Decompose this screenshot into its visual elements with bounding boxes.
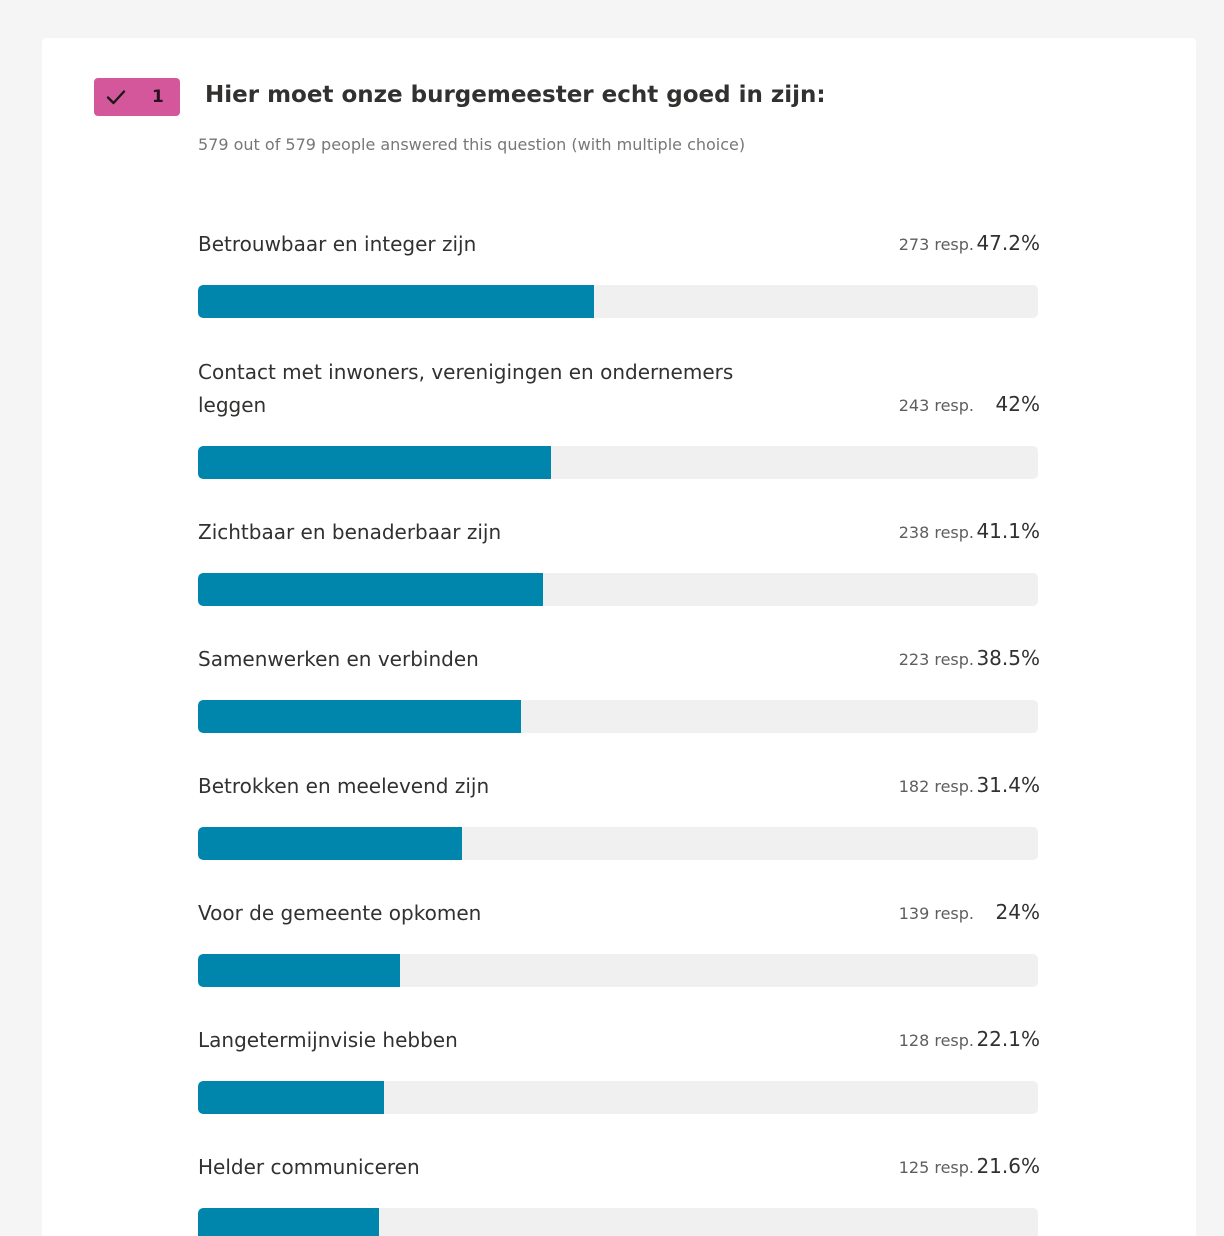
option-response-count: 238 resp.: [898, 523, 974, 542]
option-label: Langetermijnvisie hebben: [198, 1028, 458, 1052]
option-bar-fill: [198, 700, 522, 733]
option-percentage: 31.4%: [976, 773, 1040, 797]
option-response-count: 128 resp.: [898, 1031, 974, 1050]
option-stats: 128 resp. 22.1%: [899, 1023, 1040, 1057]
option-bar-track: [198, 700, 1038, 733]
option-bar-fill: [198, 573, 544, 606]
option-label: Betrouwbaar en integer zijn: [198, 232, 477, 256]
option-row: Betrouwbaar en integer zijn 273 resp. 47.2…: [198, 228, 1040, 318]
option-header: Zichtbaar en benaderbaar zijn 238 resp. 41…: [198, 516, 1040, 549]
option-stats: 238 resp. 41.1%: [899, 515, 1040, 549]
option-label: Voor de gemeente opkomen: [198, 901, 482, 925]
option-bar-track: [198, 954, 1038, 987]
option-label: Contact met inwoners, verenigingen en on…: [198, 360, 734, 417]
checkmark-icon: [104, 85, 128, 109]
option-response-count: 223 resp.: [898, 650, 974, 669]
option-percentage: 24%: [995, 900, 1040, 924]
option-percentage: 38.5%: [976, 646, 1040, 670]
option-header: Betrouwbaar en integer zijn 273 resp. 47.2…: [198, 228, 1040, 261]
option-header: Helder communiceren 125 resp. 21.6%: [198, 1151, 1040, 1184]
option-label: Betrokken en meelevend zijn: [198, 774, 490, 798]
option-row: Voor de gemeente opkomen 139 resp. 24%: [198, 897, 1040, 987]
option-bar-track: [198, 285, 1038, 318]
option-row: Langetermijnvisie hebben 128 resp. 22.1%: [198, 1024, 1040, 1114]
option-label: Helder communiceren: [198, 1155, 420, 1179]
option-response-count: 243 resp.: [898, 396, 974, 415]
question-number-badge: 1: [94, 78, 180, 116]
option-percentage: 47.2%: [976, 231, 1040, 255]
option-bar-fill: [198, 285, 595, 318]
option-stats: 273 resp. 47.2%: [899, 227, 1040, 261]
question-response-summary: 579 out of 579 people answered this ques…: [198, 135, 746, 154]
option-response-count: 273 resp.: [898, 235, 974, 254]
question-title: Hier moet onze burgemeester echt goed in…: [205, 82, 826, 108]
option-row: Zichtbaar en benaderbaar zijn 238 resp. 41…: [198, 516, 1040, 606]
option-stats: 223 resp. 38.5%: [899, 642, 1040, 676]
option-response-count: 125 resp.: [898, 1158, 974, 1177]
option-stats: 182 resp. 31.4%: [899, 769, 1040, 803]
option-header: Samenwerken en verbinden 223 resp. 38.5%: [198, 643, 1040, 676]
option-bar-track: [198, 1208, 1038, 1236]
option-header: Langetermijnvisie hebben 128 resp. 22.1%: [198, 1024, 1040, 1057]
option-bar-fill: [198, 954, 400, 987]
question-number: 1: [152, 87, 164, 107]
option-label: Zichtbaar en benaderbaar zijn: [198, 520, 502, 544]
option-stats: 125 resp. 21.6%: [899, 1150, 1040, 1184]
question-card: 1 Hier moet onze burgemeester echt goed …: [42, 38, 1196, 1236]
option-percentage: 41.1%: [976, 519, 1040, 543]
option-percentage: 22.1%: [976, 1027, 1040, 1051]
option-row: Helder communiceren 125 resp. 21.6%: [198, 1151, 1040, 1236]
option-bar-fill: [198, 446, 551, 479]
option-bar-track: [198, 446, 1038, 479]
option-row: Samenwerken en verbinden 223 resp. 38.5%: [198, 643, 1040, 733]
option-bar-track: [198, 827, 1038, 860]
option-percentage: 21.6%: [976, 1154, 1040, 1178]
option-bar-track: [198, 1081, 1038, 1114]
option-header: Betrokken en meelevend zijn 182 resp. 31.4…: [198, 770, 1040, 803]
option-response-count: 139 resp.: [898, 904, 974, 923]
option-header: Voor de gemeente opkomen 139 resp. 24%: [198, 897, 1040, 930]
options-list: Betrouwbaar en integer zijn 273 resp. 47.2…: [198, 228, 1040, 1236]
option-row: Betrokken en meelevend zijn 182 resp. 31.4…: [198, 770, 1040, 860]
option-bar-fill: [198, 827, 462, 860]
option-header: Contact met inwoners, verenigingen en on…: [198, 356, 1040, 422]
option-stats: 139 resp. 24%: [899, 896, 1040, 930]
option-row: Contact met inwoners, verenigingen en on…: [198, 356, 1040, 479]
option-bar-track: [198, 573, 1038, 606]
option-percentage: 42%: [995, 392, 1040, 416]
option-label: Samenwerken en verbinden: [198, 647, 479, 671]
option-bar-fill: [198, 1081, 384, 1114]
option-bar-fill: [198, 1208, 380, 1236]
option-response-count: 182 resp.: [898, 777, 974, 796]
option-stats: 243 resp. 42%: [899, 388, 1040, 422]
